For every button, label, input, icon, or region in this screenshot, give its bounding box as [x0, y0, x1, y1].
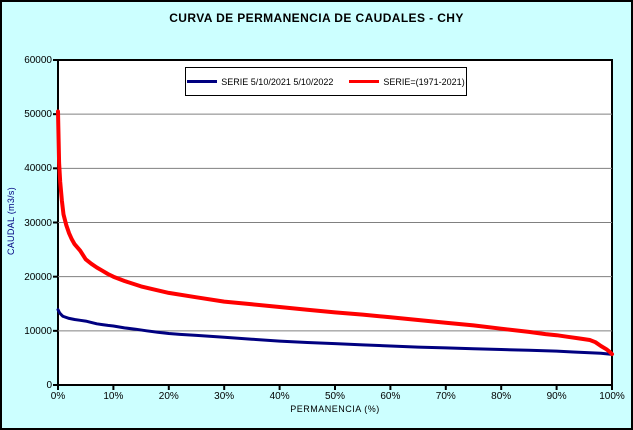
- x-tick-label: 40%: [269, 391, 290, 402]
- x-tick-label: 20%: [158, 391, 179, 402]
- x-tick-label: 10%: [103, 391, 124, 402]
- x-axis-title: PERMANENCIA (%): [290, 404, 380, 414]
- x-tick-label: 30%: [214, 391, 235, 402]
- y-tick-label: 60000: [24, 55, 52, 66]
- y-tick-label: 0: [46, 380, 52, 391]
- series-line-1: [56, 109, 614, 357]
- series-line-0: [56, 308, 614, 356]
- y-tick-label: 20000: [24, 271, 52, 283]
- legend: SERIE 5/10/2021 5/10/2022 SERIE=(1971-20…: [185, 67, 467, 96]
- y-tick-label: 50000: [24, 109, 52, 121]
- legend-line-blue: [187, 80, 218, 83]
- x-tick-label: 50%: [324, 391, 345, 402]
- y-axis-title: CAUDAL (m3/s): [6, 186, 16, 256]
- y-tick-label: 30000: [24, 217, 52, 229]
- legend-entry-serie-1971-2021: SERIE=(1971-2021): [349, 76, 465, 87]
- legend-line-red: [349, 80, 380, 83]
- x-tick-label: 70%: [435, 391, 456, 402]
- legend-entry-serie-2021-2022: SERIE 5/10/2021 5/10/2022: [187, 77, 333, 87]
- x-tick-label: 100%: [599, 391, 625, 402]
- chart-title: CURVA DE PERMANENCIA DE CAUDALES - CHY: [169, 11, 464, 25]
- y-tick-label: 40000: [24, 163, 52, 175]
- legend-label-serie-1971-2021: SERIE=(1971-2021): [383, 76, 465, 87]
- x-tick-label: 60%: [380, 391, 401, 402]
- x-tick-label: 0%: [50, 391, 66, 402]
- x-tick-label: 80%: [491, 391, 512, 402]
- y-tick-label: 10000: [24, 325, 52, 337]
- x-tick-label: 90%: [546, 391, 567, 402]
- legend-label-serie-2021-2022: SERIE 5/10/2021 5/10/2022: [221, 76, 334, 87]
